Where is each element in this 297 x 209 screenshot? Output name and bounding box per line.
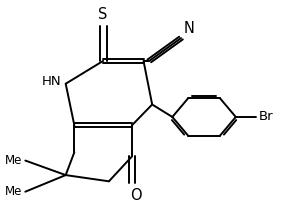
- Text: HN: HN: [42, 75, 61, 88]
- Text: N: N: [184, 21, 195, 36]
- Text: Me: Me: [5, 185, 23, 198]
- Text: Br: Br: [259, 111, 274, 124]
- Text: O: O: [130, 187, 142, 203]
- Text: S: S: [99, 8, 108, 23]
- Text: Me: Me: [5, 154, 23, 167]
